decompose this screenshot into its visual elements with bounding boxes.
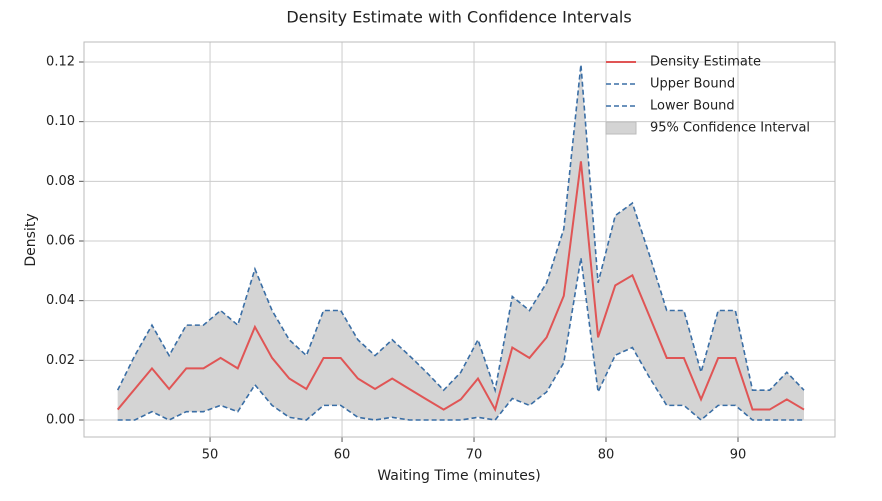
legend-label: Density Estimate — [650, 55, 761, 70]
x-tick-label: 60 — [334, 448, 351, 463]
legend-label: Upper Bound — [650, 77, 735, 92]
y-tick-label: 0.04 — [46, 293, 75, 308]
x-tick-label: 50 — [202, 448, 219, 463]
y-tick-label: 0.00 — [46, 412, 75, 427]
y-tick-label: 0.10 — [46, 114, 75, 129]
y-axis-label: Density — [23, 213, 39, 266]
x-tick-label: 70 — [466, 448, 483, 463]
series-line — [116, 64, 805, 394]
y-tick-label: 0.08 — [46, 174, 75, 189]
y-tick-label: 0.02 — [46, 353, 75, 368]
legend-swatch — [605, 121, 637, 135]
plot-frame — [83, 41, 836, 438]
legend: Density Estimate Upper Bound Lower Bound 95… — [605, 55, 810, 136]
series-line — [116, 161, 805, 413]
legend-label: 95% Confidence Interval — [650, 121, 810, 136]
y-tick-label: 0.12 — [46, 54, 75, 69]
x-axis-label: Waiting Time (minutes) — [377, 468, 540, 484]
x-tick-label: 90 — [730, 448, 747, 463]
confidence-band — [117, 64, 804, 420]
x-tick-label: 80 — [598, 448, 615, 463]
chart-title: Density Estimate with Confidence Interva… — [286, 8, 631, 27]
legend-label: Lower Bound — [650, 99, 735, 114]
y-tick-label: 0.06 — [46, 233, 75, 248]
series-line — [117, 257, 804, 422]
